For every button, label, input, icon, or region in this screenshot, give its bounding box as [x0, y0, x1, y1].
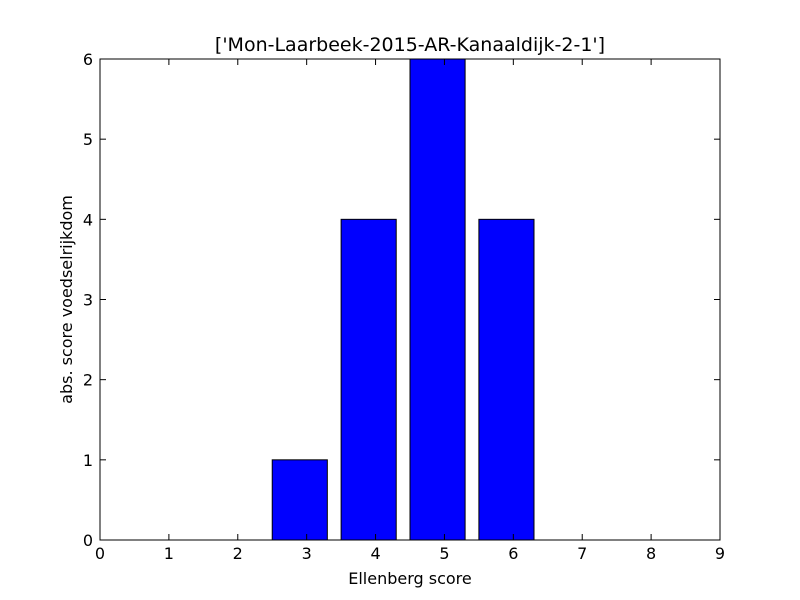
x-tick-label: 3	[302, 544, 312, 563]
x-tick-label: 0	[95, 544, 105, 563]
x-tick-label: 2	[233, 544, 243, 563]
bar-5	[409, 58, 466, 541]
y-tick-label: 1	[83, 451, 93, 470]
bar-3	[271, 459, 328, 541]
y-tick-label: 4	[83, 210, 93, 229]
y-axis-label: abs. score voedselrijkdom	[57, 195, 76, 404]
bar-4	[340, 218, 397, 541]
x-axis-label: Ellenberg score	[348, 569, 472, 588]
ticks: 0 1 2 3 4 5 6 7 8 9 0 1 2 3 4 5 6	[83, 50, 725, 563]
x-tick-label: 7	[577, 544, 587, 563]
chart-title: ['Mon-Laarbeek-2015-AR-Kanaaldijk-2-1']	[215, 34, 605, 56]
x-tick-label: 5	[439, 544, 449, 563]
y-tick-label: 0	[83, 531, 93, 550]
bar-6	[478, 218, 535, 541]
y-tick-label: 3	[83, 291, 93, 310]
x-tick-label: 8	[646, 544, 656, 563]
y-tick-label: 6	[83, 50, 93, 69]
x-tick-label: 9	[715, 544, 725, 563]
x-tick-label: 6	[508, 544, 518, 563]
y-tick-label: 5	[83, 130, 93, 149]
y-tick-label: 2	[83, 371, 93, 390]
x-tick-label: 1	[164, 544, 174, 563]
x-tick-label: 4	[370, 544, 380, 563]
plot-frame	[99, 58, 721, 541]
